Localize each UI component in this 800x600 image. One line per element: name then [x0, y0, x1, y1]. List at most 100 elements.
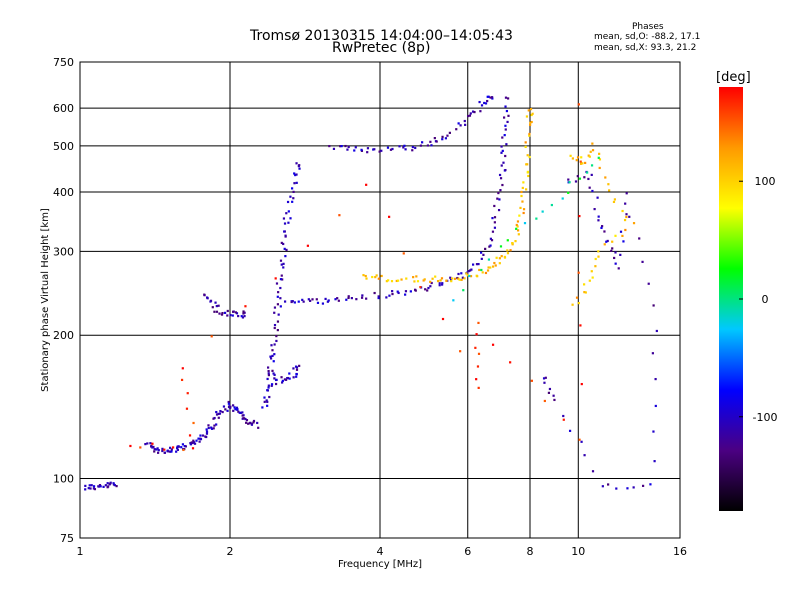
data-point	[205, 428, 208, 431]
data-point	[283, 222, 287, 225]
data-point	[295, 368, 299, 371]
data-point	[204, 435, 207, 438]
data-point	[613, 198, 617, 201]
data-point	[92, 485, 96, 488]
data-point	[197, 437, 200, 440]
data-point	[378, 150, 381, 153]
data-point	[503, 134, 506, 137]
data-point	[628, 215, 631, 218]
data-point	[462, 289, 465, 292]
data-point	[270, 344, 273, 347]
data-point	[365, 277, 368, 280]
data-point	[500, 255, 503, 258]
data-point	[402, 252, 405, 255]
data-point	[491, 216, 494, 220]
data-point	[210, 335, 213, 338]
data-point	[459, 350, 462, 353]
data-point	[385, 280, 388, 283]
data-point	[501, 149, 504, 152]
data-point	[448, 131, 451, 134]
data-point	[480, 268, 483, 272]
data-point	[170, 448, 173, 451]
data-point	[617, 267, 620, 270]
data-point	[577, 301, 580, 305]
data-point	[396, 279, 400, 282]
data-point	[514, 240, 517, 243]
data-point	[336, 297, 339, 300]
data-point	[279, 259, 283, 262]
data-point	[234, 408, 237, 411]
data-point	[527, 174, 530, 178]
data-point	[235, 406, 239, 409]
data-point	[591, 276, 594, 279]
data-point	[267, 373, 271, 377]
data-point	[476, 275, 479, 278]
data-point	[583, 176, 586, 179]
data-point	[267, 386, 270, 389]
data-point	[270, 383, 274, 386]
data-point	[590, 270, 593, 273]
data-point	[524, 145, 527, 149]
data-point	[405, 277, 408, 280]
y-tick-label: 600	[53, 102, 74, 115]
data-point	[608, 189, 611, 192]
data-point	[201, 434, 205, 437]
data-point	[242, 312, 245, 315]
data-point	[468, 114, 472, 117]
data-point	[507, 97, 510, 100]
data-point	[652, 430, 655, 433]
y-tick-label: 750	[53, 56, 74, 69]
data-point	[484, 247, 487, 250]
x-tick-label: 16	[673, 545, 687, 558]
data-point	[600, 226, 603, 230]
data-point	[284, 378, 288, 381]
data-point	[421, 141, 424, 144]
data-point	[594, 257, 597, 261]
data-point	[486, 99, 489, 103]
data-point	[568, 429, 572, 432]
data-point	[624, 228, 627, 232]
data-point	[486, 269, 490, 272]
data-point	[503, 256, 507, 259]
data-point	[180, 446, 183, 449]
data-point	[501, 136, 504, 139]
data-point	[395, 279, 398, 283]
data-point	[281, 278, 284, 281]
data-point	[326, 300, 329, 303]
data-point	[529, 108, 533, 111]
data-point	[519, 206, 522, 210]
data-point	[487, 266, 490, 269]
data-point	[211, 306, 214, 309]
data-point	[463, 119, 466, 123]
data-point	[267, 384, 270, 387]
data-point	[252, 419, 256, 423]
data-point	[377, 296, 380, 300]
data-point	[464, 123, 467, 126]
data-point	[396, 290, 399, 293]
data-point	[597, 156, 600, 159]
data-point	[526, 154, 529, 157]
data-point	[311, 298, 314, 301]
data-point	[499, 189, 502, 192]
data-point	[577, 103, 580, 106]
data-point	[167, 450, 170, 453]
data-point	[619, 253, 622, 256]
data-point	[377, 295, 380, 298]
data-point	[293, 301, 296, 304]
y-tick-label: 200	[53, 329, 74, 342]
data-point	[605, 240, 608, 243]
data-point	[375, 274, 378, 277]
data-point	[649, 483, 652, 486]
data-point	[641, 484, 645, 487]
data-point	[625, 215, 628, 219]
data-point	[169, 450, 172, 453]
y-axis-label: Stationary phase Virtual Height [km]	[40, 208, 51, 392]
data-point	[366, 151, 369, 154]
data-point	[273, 343, 276, 346]
data-point	[139, 446, 142, 449]
data-point	[483, 101, 486, 105]
data-point	[491, 230, 495, 233]
data-point	[289, 195, 292, 198]
data-point	[89, 487, 92, 490]
data-point	[504, 124, 507, 127]
